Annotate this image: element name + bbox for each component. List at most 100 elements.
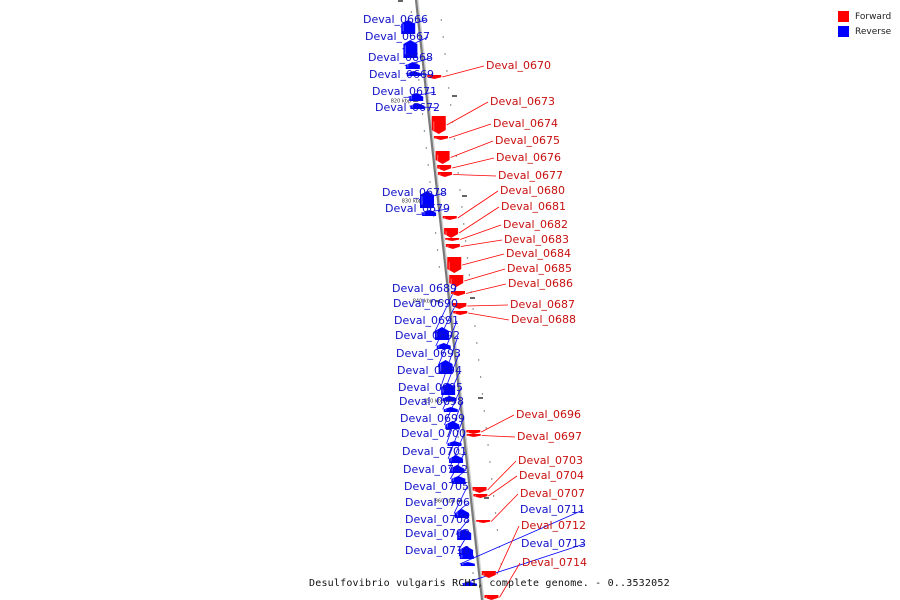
gene-label-deval_0710[interactable]: Deval_0710 (405, 544, 470, 557)
gene-label-deval_0680[interactable]: Deval_0680 (500, 184, 565, 197)
gene-label-deval_0676[interactable]: Deval_0676 (496, 151, 561, 164)
gene-label-deval_0714[interactable]: Deval_0714 (522, 556, 587, 569)
gene-arrow-deval_0707[interactable] (476, 520, 491, 523)
gene-label-deval_0701[interactable]: Deval_0701 (402, 445, 467, 458)
gene-arrow-deval_0688[interactable] (453, 311, 468, 315)
gene-arrow-deval_0680[interactable] (442, 216, 457, 220)
gene-arrow-deval_0668[interactable] (405, 62, 420, 69)
gene-label-deval_0707[interactable]: Deval_0707 (520, 487, 585, 500)
gene-arrow-deval_0695[interactable] (445, 421, 460, 429)
gene-label-deval_0666[interactable]: Deval_0666 (363, 13, 428, 26)
gene-arrow-deval_0704[interactable] (473, 494, 488, 498)
gene-arrow-deval_0697[interactable] (466, 434, 481, 437)
gene-arrow-deval_0666[interactable] (401, 20, 416, 34)
gene-arrow-deval_0712[interactable] (481, 571, 496, 578)
gene-arrow-deval_0667[interactable] (403, 40, 418, 58)
gene-label-deval_0711[interactable]: Deval_0711 (520, 503, 585, 516)
gene-label-deval_0691[interactable]: Deval_0691 (394, 314, 459, 327)
gene-label-deval_0679[interactable]: Deval_0679 (385, 202, 450, 215)
gene-arrow-deval_0671[interactable] (409, 93, 424, 101)
gene-arrow-deval_0702[interactable] (451, 481, 466, 484)
gene-arrow-deval_0690[interactable] (436, 343, 451, 349)
gene-arrow-deval_0686[interactable] (451, 291, 466, 296)
gene-label-deval_0672[interactable]: Deval_0672 (375, 101, 440, 114)
gene-label-deval_0688[interactable]: Deval_0688 (511, 313, 576, 326)
gene-arrow-deval_0689[interactable] (434, 327, 449, 340)
gene-label-deval_0689[interactable]: Deval_0689 (392, 282, 457, 295)
gene-arrow-deval_0672[interactable] (410, 103, 425, 109)
leader-line (433, 288, 456, 334)
gene-arrow-deval_0677[interactable] (437, 172, 452, 177)
gene-label-deval_0700[interactable]: Deval_0700 (401, 427, 466, 440)
gene-arrow-deval_0694[interactable] (443, 407, 458, 412)
gene-label-deval_0699[interactable]: Deval_0699 (400, 412, 465, 425)
gene-arrow-deval_0709[interactable] (459, 546, 474, 556)
gene-label-deval_0705[interactable]: Deval_0705 (404, 480, 469, 493)
gene-arrow-deval_0673[interactable] (431, 116, 446, 134)
gene-label-deval_0674[interactable]: Deval_0674 (493, 117, 558, 130)
gene-label-deval_0684[interactable]: Deval_0684 (506, 247, 571, 260)
gene-label-deval_0687[interactable]: Deval_0687 (510, 298, 575, 311)
gene-label-deval_0706[interactable]: Deval_0706 (405, 496, 470, 509)
gene-label-deval_0690[interactable]: Deval_0690 (393, 297, 458, 310)
gene-label-deval_0709[interactable]: Deval_0709 (405, 527, 470, 540)
gene-arrow-deval_0706[interactable] (455, 513, 470, 516)
gene-arrow-deval_0676[interactable] (437, 165, 452, 171)
gene-label-deval_0685[interactable]: Deval_0685 (507, 262, 572, 275)
gene-arrow-deval_0674[interactable] (433, 136, 448, 140)
gene-arrow-deval_0701[interactable] (451, 476, 466, 482)
gene-label-deval_0683[interactable]: Deval_0683 (504, 233, 569, 246)
gene-arrow-deval_0675[interactable] (435, 151, 450, 164)
gene-label-deval_0693[interactable]: Deval_0693 (396, 347, 461, 360)
gene-arrow-deval_0713[interactable] (463, 582, 478, 586)
gene-arrow-deval_0708[interactable] (457, 529, 472, 540)
gene-arrow-deval_0682[interactable] (445, 238, 460, 241)
gene-arrow-deval_0714[interactable] (484, 595, 499, 600)
gene-label-deval_0703[interactable]: Deval_0703 (518, 454, 583, 467)
gene-arrow-deval_0700[interactable] (450, 465, 465, 473)
gene-label-deval_0692[interactable]: Deval_0692 (395, 329, 460, 342)
gene-label-deval_0698[interactable]: Deval_0698 (399, 395, 464, 408)
gene-arrow-deval_0683[interactable] (445, 244, 460, 249)
gene-label-deval_0708[interactable]: Deval_0708 (405, 513, 470, 526)
gene-label-deval_0678[interactable]: Deval_0678 (382, 186, 447, 199)
gene-arrow-deval_0703[interactable] (472, 487, 487, 493)
gene-arrow-deval_0693[interactable] (442, 396, 457, 401)
gene-label-deval_0667[interactable]: Deval_0667 (365, 30, 430, 43)
gene-label-deval_0702[interactable]: Deval_0702 (403, 463, 468, 476)
gene-arrow-deval_0670[interactable] (427, 75, 442, 79)
gene-arrow-deval_0696[interactable] (466, 430, 481, 434)
tick-dot (410, 11, 413, 13)
gene-label-deval_0675[interactable]: Deval_0675 (495, 134, 560, 147)
gene-label-deval_0696[interactable]: Deval_0696 (516, 408, 581, 421)
gene-label-deval_0677[interactable]: Deval_0677 (498, 169, 563, 182)
gene-label-deval_0681[interactable]: Deval_0681 (501, 200, 566, 213)
gene-arrow-deval_0692[interactable] (441, 383, 456, 395)
gene-label-deval_0668[interactable]: Deval_0668 (368, 51, 433, 64)
gene-arrow-deval_0710[interactable] (459, 553, 474, 559)
gene-label-deval_0712[interactable]: Deval_0712 (521, 519, 586, 532)
gene-arrow-deval_0711[interactable] (460, 562, 475, 566)
gene-label-deval_0682[interactable]: Deval_0682 (503, 218, 568, 231)
gene-label-deval_0695[interactable]: Deval_0695 (398, 381, 463, 394)
gene-label-deval_0694[interactable]: Deval_0694 (397, 364, 462, 377)
gene-label-deval_0673[interactable]: Deval_0673 (490, 95, 555, 108)
gene-arrow-deval_0699[interactable] (449, 455, 464, 463)
gene-label-deval_0697[interactable]: Deval_0697 (517, 430, 582, 443)
gene-label-deval_0669[interactable]: Deval_0669 (369, 68, 434, 81)
gene-arrow-deval_0685[interactable] (449, 275, 464, 287)
gene-label-deval_0670[interactable]: Deval_0670 (486, 59, 551, 72)
gene-arrow-deval_0681[interactable] (444, 228, 459, 238)
gene-arrow-deval_0684[interactable] (447, 257, 462, 273)
gene-label-deval_0671[interactable]: Deval_0671 (372, 85, 437, 98)
gene-label-deval_0686[interactable]: Deval_0686 (508, 277, 573, 290)
gene-label-deval_0704[interactable]: Deval_0704 (519, 469, 584, 482)
gene-arrow-deval_0678[interactable] (420, 191, 435, 208)
gene-arrow-deval_0691[interactable] (438, 360, 453, 374)
gene-arrow-deval_0698[interactable] (447, 441, 462, 446)
gene-label-deval_0713[interactable]: Deval_0713 (521, 537, 586, 550)
gene-arrow-deval_0669[interactable] (406, 71, 421, 76)
gene-arrow-deval_0687[interactable] (452, 303, 467, 309)
gene-arrow-deval_0679[interactable] (422, 210, 437, 216)
